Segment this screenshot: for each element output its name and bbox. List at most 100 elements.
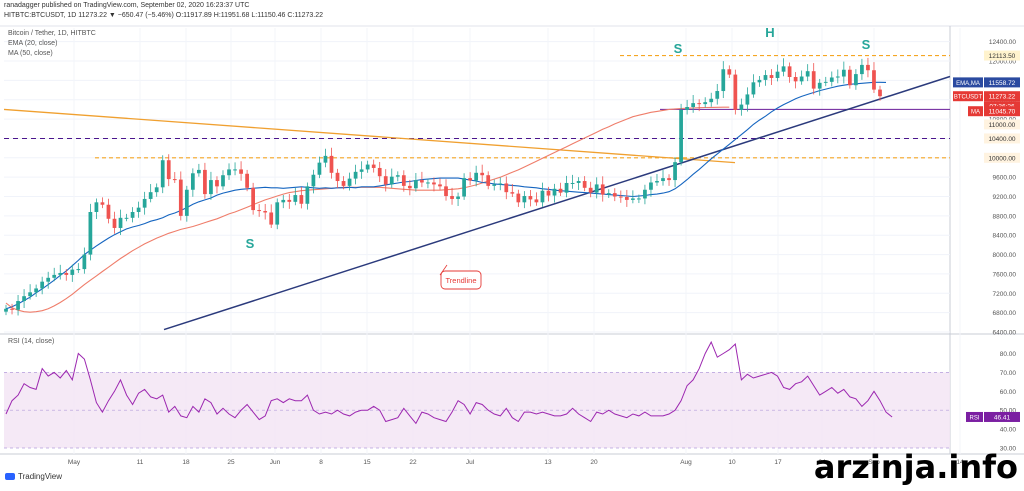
candle-body: [209, 180, 213, 195]
candle-body: [233, 169, 237, 171]
candle-body: [40, 281, 45, 289]
candle-body: [215, 180, 219, 187]
tag-ema-name: EMA,MA: [956, 81, 980, 87]
candle-body: [468, 178, 472, 181]
candle-body: [130, 212, 135, 218]
candle-body: [269, 212, 274, 225]
trendline-callout-box: [440, 270, 482, 290]
tag-ema-name-bg: [953, 77, 983, 88]
candle-body: [486, 175, 491, 186]
candle-body: [88, 212, 93, 255]
tradingview-brand[interactable]: TradingView: [5, 472, 62, 481]
candle-body: [823, 81, 828, 83]
time-tick-label: 8: [319, 459, 323, 466]
candle-body: [432, 182, 436, 185]
candle-body: [594, 184, 599, 193]
candle-body: [872, 70, 876, 90]
candle-body: [221, 175, 225, 187]
candle-body: [34, 288, 39, 293]
time-tick-label: 20: [590, 459, 598, 466]
candle-body: [847, 69, 852, 86]
candle-body: [769, 75, 774, 78]
price-tick-label: 12400.00: [989, 39, 1016, 46]
tag-rsi-name-bg: [966, 411, 983, 422]
candle-body: [697, 103, 702, 105]
candle-body: [498, 183, 503, 185]
rsi-legend: RSI (14, close): [8, 338, 55, 345]
candle-body: [124, 217, 129, 219]
candle-body: [329, 155, 334, 173]
candle-body: [28, 292, 32, 297]
candle-body: [667, 178, 671, 181]
candle-body: [878, 89, 882, 97]
candle-body: [570, 182, 575, 184]
candle-body: [395, 175, 400, 177]
candle-body: [227, 169, 231, 176]
tradingview-logo-icon: [5, 473, 15, 480]
rsi-tick-label: 40.00: [1000, 427, 1017, 434]
candle-body: [709, 98, 714, 103]
candle-body: [389, 176, 394, 185]
watermark: arzinja.info: [813, 448, 1018, 486]
candle-body: [64, 272, 69, 275]
price-tick-label: 6400.00: [993, 330, 1017, 337]
candle-body: [612, 193, 617, 197]
candle-body: [703, 102, 708, 105]
candle-body: [299, 195, 304, 204]
tag-rsi-value-bg: [984, 411, 1020, 422]
candle-body: [203, 169, 207, 195]
time-tick-label: 15: [363, 459, 371, 466]
candle-body: [679, 109, 683, 163]
tag-11000-bg: [984, 119, 1020, 130]
candle-body: [359, 169, 364, 172]
candle-body: [793, 77, 798, 82]
candle-body: [353, 171, 358, 179]
publisher-line: ranadagger published on TradingView.com,…: [4, 2, 250, 9]
candle-body: [407, 185, 412, 189]
candle-body: [323, 155, 328, 163]
candle-body: [100, 202, 105, 205]
candle-body: [866, 64, 870, 71]
candle-body: [631, 198, 635, 200]
candle-body: [16, 301, 20, 310]
candle-body: [781, 66, 786, 72]
candle-body: [552, 188, 557, 196]
candle-body: [112, 218, 117, 228]
candle-body: [414, 180, 418, 189]
price-tick-label: 8000.00: [993, 252, 1017, 259]
candle-body: [817, 82, 822, 89]
candle-body: [540, 190, 545, 203]
tag-ema-value: 11558.72: [989, 80, 1016, 87]
rsi-tick-label: 70.00: [1000, 370, 1017, 377]
price-tick-label: 7600.00: [993, 271, 1017, 278]
tag-ma-name-bg: [968, 106, 983, 117]
candle-body: [841, 69, 846, 77]
annotation-right-shoulder: S: [862, 37, 871, 52]
candle-body: [106, 204, 111, 219]
candle-body: [588, 187, 593, 193]
candle-body: [154, 187, 159, 193]
candle-body: [172, 179, 177, 181]
time-tick-label: Sep: [868, 459, 880, 466]
candle-body: [70, 269, 75, 275]
candle-body: [275, 202, 280, 225]
candle-body: [564, 182, 569, 193]
price-tick-label: 7200.00: [993, 291, 1017, 298]
descending-trendline: [3, 108, 736, 164]
candle-body: [166, 160, 171, 180]
candle-body: [854, 74, 858, 86]
time-tick-label: 13: [544, 459, 552, 466]
candle-body: [335, 172, 340, 182]
price-tick-label: 8800.00: [993, 213, 1017, 220]
candle-body: [757, 79, 762, 83]
candle-body: [263, 211, 268, 213]
candle-body: [510, 192, 515, 194]
tag-ma-value: 11045.70: [989, 109, 1016, 116]
tag-10400: 10400.00: [988, 136, 1015, 143]
time-tick-label: 14: [956, 459, 964, 466]
candle-body: [46, 277, 51, 282]
candle-body: [10, 308, 14, 310]
candle-body: [618, 196, 623, 198]
candle-body: [829, 77, 834, 82]
